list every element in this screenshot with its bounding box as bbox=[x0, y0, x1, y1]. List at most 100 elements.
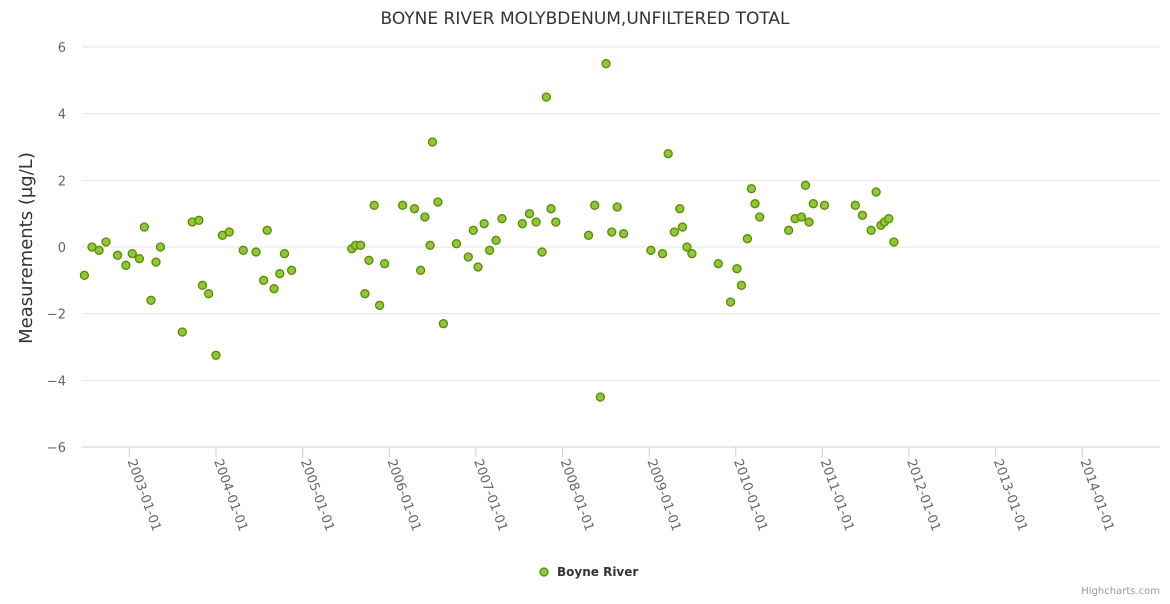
data-point[interactable] bbox=[675, 204, 685, 214]
data-point[interactable] bbox=[79, 270, 90, 280]
data-point[interactable] bbox=[369, 200, 379, 210]
data-point[interactable] bbox=[884, 214, 894, 224]
data-point[interactable] bbox=[808, 199, 818, 209]
data-point[interactable] bbox=[112, 250, 123, 260]
x-tick-label: 2004-01-01 bbox=[210, 457, 250, 533]
data-point[interactable] bbox=[224, 227, 234, 237]
data-point[interactable] bbox=[796, 212, 807, 222]
data-point[interactable] bbox=[804, 217, 814, 227]
data-point[interactable] bbox=[94, 245, 104, 255]
data-point[interactable] bbox=[409, 204, 420, 214]
data-point[interactable] bbox=[607, 227, 617, 237]
data-point[interactable] bbox=[755, 212, 765, 222]
data-point[interactable] bbox=[101, 237, 111, 247]
data-point[interactable] bbox=[275, 269, 285, 279]
data-point[interactable] bbox=[468, 225, 478, 235]
data-point[interactable] bbox=[866, 225, 876, 235]
data-point[interactable] bbox=[151, 257, 161, 267]
data-point[interactable] bbox=[819, 200, 830, 210]
data-point[interactable] bbox=[194, 215, 204, 225]
data-point[interactable] bbox=[750, 199, 760, 209]
data-point[interactable] bbox=[687, 249, 697, 259]
data-point[interactable] bbox=[784, 225, 794, 235]
data-point[interactable] bbox=[473, 262, 483, 272]
data-point[interactable] bbox=[286, 265, 297, 275]
data-point[interactable] bbox=[197, 280, 208, 290]
data-point[interactable] bbox=[415, 265, 426, 275]
data-point[interactable] bbox=[713, 259, 723, 269]
data-point[interactable] bbox=[238, 245, 248, 255]
data-point[interactable] bbox=[258, 275, 269, 285]
data-point[interactable] bbox=[364, 255, 374, 265]
data-point[interactable] bbox=[669, 227, 680, 237]
data-point[interactable] bbox=[203, 289, 214, 299]
data-point[interactable] bbox=[146, 295, 156, 305]
data-point[interactable] bbox=[438, 319, 449, 329]
credits-link[interactable]: Highcharts.com bbox=[1081, 586, 1160, 597]
data-point[interactable] bbox=[546, 204, 556, 214]
legend-item-boyne-river[interactable]: Boyne River bbox=[557, 565, 638, 579]
data-point[interactable] bbox=[663, 149, 673, 159]
data-point[interactable] bbox=[433, 197, 443, 207]
data-point[interactable] bbox=[551, 217, 561, 227]
data-point[interactable] bbox=[618, 229, 629, 239]
data-point[interactable] bbox=[595, 392, 606, 402]
data-point[interactable] bbox=[262, 225, 272, 235]
data-point[interactable] bbox=[590, 200, 600, 210]
data-point[interactable] bbox=[646, 245, 656, 255]
data-point[interactable] bbox=[479, 219, 489, 229]
data-point[interactable] bbox=[746, 184, 757, 194]
data-point[interactable] bbox=[379, 259, 390, 269]
data-point[interactable] bbox=[657, 249, 668, 259]
data-point[interactable] bbox=[155, 242, 166, 252]
series-boyne-river[interactable] bbox=[79, 59, 899, 402]
data-point[interactable] bbox=[601, 59, 611, 69]
data-point[interactable] bbox=[889, 237, 899, 247]
data-point[interactable] bbox=[583, 230, 594, 240]
data-point[interactable] bbox=[857, 210, 868, 220]
data-point[interactable] bbox=[497, 214, 507, 224]
data-point[interactable] bbox=[871, 187, 881, 197]
data-point[interactable] bbox=[531, 217, 541, 227]
data-point[interactable] bbox=[355, 240, 366, 250]
data-point[interactable] bbox=[425, 240, 435, 250]
data-point[interactable] bbox=[269, 284, 279, 294]
data-point[interactable] bbox=[420, 212, 430, 222]
data-point[interactable] bbox=[121, 260, 131, 270]
data-point[interactable] bbox=[524, 209, 535, 219]
data-point[interactable] bbox=[139, 222, 150, 232]
data-point[interactable] bbox=[850, 200, 860, 210]
data-point[interactable] bbox=[541, 92, 551, 102]
data-point[interactable] bbox=[736, 280, 747, 290]
x-tick-label: 2011-01-01 bbox=[817, 457, 857, 533]
data-point[interactable] bbox=[742, 234, 753, 244]
legend-marker-icon[interactable] bbox=[539, 567, 549, 577]
data-point[interactable] bbox=[397, 200, 408, 210]
data-point[interactable] bbox=[134, 254, 145, 264]
data-point[interactable] bbox=[517, 219, 528, 229]
legend[interactable]: Boyne River bbox=[539, 565, 638, 579]
data-point[interactable] bbox=[537, 247, 547, 257]
data-point[interactable] bbox=[177, 327, 187, 337]
data-point[interactable] bbox=[725, 297, 736, 307]
data-point[interactable] bbox=[800, 180, 811, 190]
data-point[interactable] bbox=[374, 300, 385, 310]
x-tick-label: 2012-01-01 bbox=[903, 457, 943, 533]
data-point[interactable] bbox=[211, 350, 221, 360]
data-point[interactable] bbox=[251, 247, 261, 257]
data-point[interactable] bbox=[427, 137, 438, 147]
data-point[interactable] bbox=[360, 289, 370, 299]
data-point[interactable] bbox=[612, 202, 622, 212]
data-point[interactable] bbox=[682, 242, 692, 252]
data-point[interactable] bbox=[732, 264, 742, 274]
y-tick-label: 6 bbox=[58, 41, 66, 56]
data-point[interactable] bbox=[677, 222, 688, 232]
data-point[interactable] bbox=[463, 252, 473, 262]
data-point[interactable] bbox=[451, 239, 462, 249]
data-point[interactable] bbox=[491, 235, 501, 245]
data-point[interactable] bbox=[127, 249, 137, 259]
data-point[interactable] bbox=[484, 245, 495, 255]
data-point[interactable] bbox=[279, 249, 290, 259]
chart-title: BOYNE RIVER MOLYBDENUM,UNFILTERED TOTAL bbox=[380, 9, 790, 29]
